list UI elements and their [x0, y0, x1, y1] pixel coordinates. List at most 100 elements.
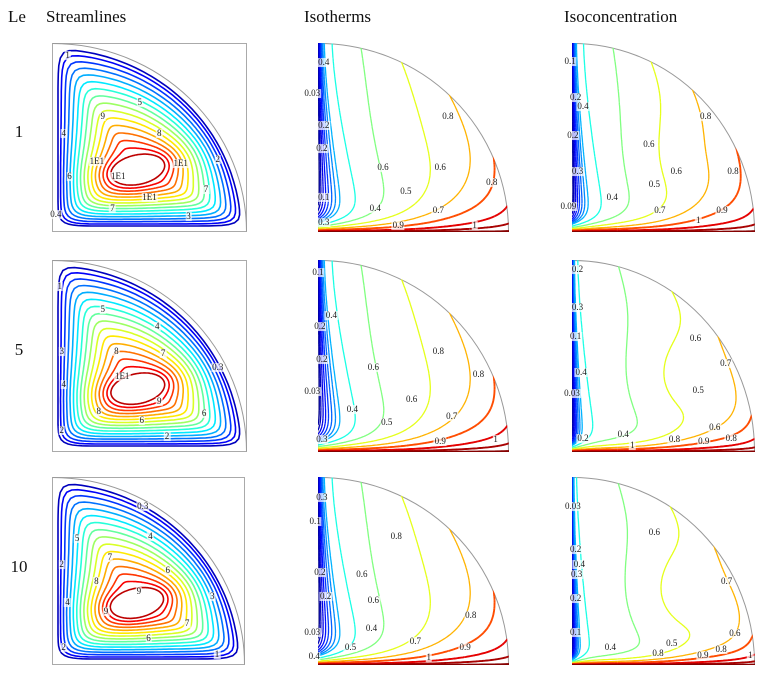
contour-label: 0.6 — [433, 161, 447, 172]
contour-label: 0.5 — [665, 638, 679, 649]
contour-label: 9 — [135, 585, 143, 596]
contour-line — [318, 260, 356, 446]
contour-label: 0.4 — [572, 559, 586, 570]
contour-plot — [52, 477, 245, 665]
contour-label: 1E1 — [88, 156, 106, 167]
contour-label: 0.6 — [642, 139, 656, 150]
contour-label: 0.2 — [313, 566, 327, 577]
contour-line — [318, 260, 337, 443]
contour-label: 0.6 — [669, 165, 683, 176]
contour-label: 7 — [159, 348, 167, 359]
contour-line — [572, 43, 602, 227]
contour-line — [98, 132, 180, 195]
contour-label: 0.9 — [391, 220, 405, 231]
contour-label: 0.2 — [569, 544, 583, 555]
contour-label: 9 — [99, 110, 106, 121]
contour-label: 0.2 — [319, 591, 333, 602]
contour-label: 7 — [202, 184, 210, 195]
plot-frame — [52, 260, 247, 452]
contour-line — [72, 514, 215, 648]
contour-line — [76, 521, 209, 646]
contour-label: 0.8 — [667, 434, 682, 445]
domain-arc — [318, 477, 509, 665]
contour-label: 0.4 — [603, 642, 618, 653]
contour-label: 6 — [164, 565, 172, 576]
contour-label: 0.8 — [651, 647, 665, 658]
row-label-le-1: 1 — [14, 122, 24, 141]
contour-label: 0.4 — [49, 209, 63, 220]
contour-label: 0.9 — [697, 436, 711, 447]
contour-label: 5 — [99, 303, 106, 314]
contour-label: 0.8 — [389, 531, 403, 542]
contour-line — [79, 312, 206, 430]
contour-label: 0.3 — [570, 165, 585, 176]
contour-plot — [52, 260, 247, 452]
contour-label: 4 — [64, 597, 71, 608]
contour-plot — [318, 43, 509, 232]
panel-isoconcentration-le-5: 0.2 0.3 0.1 0.6 0.7 0.4 0.03 0.5 0.6 0.2 0.4 0.8 0.9… — [563, 260, 755, 452]
contour-label: 0.1 — [569, 627, 583, 638]
panel-isotherms-le-10: 0.3 0.1 0.8 0.2 0.6 0.2 0.6 0.8 0.4 0.03 0.7 0.5 0.9… — [303, 477, 509, 665]
contour-label: 0.2 — [313, 321, 327, 332]
contour-label: 0.2 — [576, 432, 590, 443]
contour-line — [102, 358, 175, 412]
contour-label: 0.7 — [431, 205, 445, 216]
contour-label: 4 — [60, 127, 67, 138]
contour-label: 0.6 — [708, 422, 722, 433]
contour-label: 0.1 — [317, 192, 331, 203]
contour-label: 0.9 — [433, 436, 447, 447]
column-title-isoconcentration: Isoconcentration — [564, 7, 678, 26]
panel-streamlines-le-5: 1 5 4 3 8 7 0.3 1E1 4 9 8 6 6 2 2 — [52, 260, 247, 452]
contour-line — [572, 477, 691, 664]
contour-label: 0.5 — [691, 384, 705, 395]
contour-label: 6 — [200, 407, 208, 418]
contour-label: 0.5 — [647, 178, 661, 189]
contour-label: 1E1 — [110, 171, 127, 182]
contour-line — [318, 663, 509, 665]
contour-label: 0.8 — [714, 644, 728, 655]
contour-label: 3 — [208, 591, 216, 602]
contour-line — [318, 477, 356, 659]
contour-label: 4 — [154, 321, 161, 332]
domain-arc — [52, 43, 247, 232]
contour-label: 0.2 — [569, 91, 583, 102]
contour-label: 5 — [136, 97, 143, 108]
contour-line — [110, 372, 166, 406]
contour-line — [572, 450, 755, 452]
contour-label: 0.6 — [647, 527, 661, 538]
contour-label: 0.6 — [355, 568, 369, 579]
contour-label: 1E1 — [113, 371, 131, 382]
contour-label: 0.5 — [399, 186, 413, 197]
contour-label: 1 — [213, 648, 221, 659]
contour-line — [572, 43, 668, 230]
contour-label: 8 — [156, 127, 163, 138]
contour-label: 0.9 — [458, 642, 472, 653]
contour-line — [98, 565, 178, 629]
contour-label: 0.7 — [408, 636, 423, 647]
contour-line — [57, 49, 241, 227]
contour-plot — [572, 260, 755, 452]
contour-label: 2 — [214, 154, 221, 165]
contour-label: 7 — [183, 617, 191, 628]
contour-line — [57, 266, 241, 447]
contour-label: 0.2 — [566, 129, 580, 140]
contour-label: 0.4 — [307, 650, 321, 661]
panel-isoconcentration-le-10: 0.03 0.6 0.2 0.4 0.3 0.7 0.2 0.1 0.6 0.4 0.5 0.8 0.8… — [564, 477, 755, 665]
contour-label: 0.6 — [376, 161, 390, 172]
contour-label: 0.1 — [311, 267, 325, 278]
contour-label: 8 — [113, 346, 120, 357]
contour-label: 0.6 — [366, 361, 380, 372]
contour-line — [65, 67, 227, 221]
contour-line — [572, 230, 755, 232]
contour-line — [318, 477, 471, 663]
contour-label: 0.03 — [303, 627, 322, 638]
contour-label: 0.2 — [317, 120, 331, 131]
contour-label: 1 — [629, 440, 636, 451]
contour-label: 0.03 — [563, 388, 581, 399]
contour-label: 2 — [60, 642, 67, 653]
contour-label: 8 — [95, 405, 103, 416]
contour-line — [72, 80, 216, 215]
contour-line — [83, 536, 199, 640]
contour-label: 0.09 — [559, 201, 578, 212]
contour-label: 2 — [58, 424, 65, 435]
